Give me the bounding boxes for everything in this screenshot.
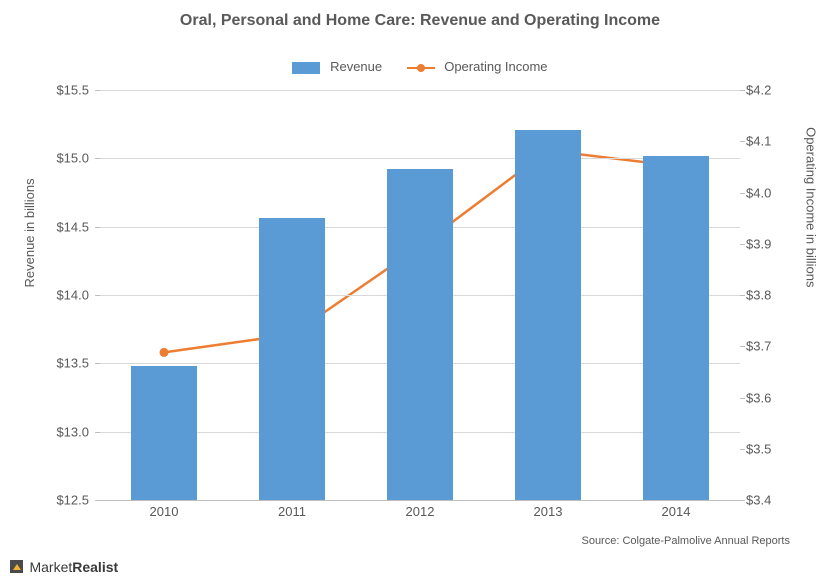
y-right-tick <box>740 346 745 347</box>
legend-item-revenue: Revenue <box>292 59 382 74</box>
y-right-axis-title: Operating Income in billions <box>803 127 818 287</box>
y-left-tick-label: $13.5 <box>56 356 89 371</box>
legend-swatch-line <box>407 62 435 74</box>
chart-title: Oral, Personal and Home Care: Revenue an… <box>0 12 840 30</box>
y-left-tick <box>95 500 100 501</box>
logo-text-market: Market <box>29 559 72 575</box>
legend-item-operating-income: Operating Income <box>407 59 548 74</box>
x-tick-label: 2013 <box>534 504 563 519</box>
y-left-tick <box>95 90 100 91</box>
y-right-labels: $3.4$3.5$3.6$3.7$3.8$3.9$4.0$4.1$4.2 <box>740 90 800 500</box>
line-marker <box>160 348 169 357</box>
y-right-tick-label: $4.1 <box>746 134 771 149</box>
y-right-tick <box>740 193 745 194</box>
y-right-tick <box>740 449 745 450</box>
y-right-tick-label: $4.2 <box>746 83 771 98</box>
y-right-tick <box>740 244 745 245</box>
y-left-tick <box>95 363 100 364</box>
bar <box>515 130 582 500</box>
bar <box>131 366 198 500</box>
y-right-tick-label: $3.5 <box>746 441 771 456</box>
logo-text-realist: Realist <box>72 559 118 575</box>
y-left-tick-label: $14.0 <box>56 288 89 303</box>
chart-container: Oral, Personal and Home Care: Revenue an… <box>0 0 840 583</box>
y-right-tick <box>740 90 745 91</box>
x-tick-label: 2012 <box>406 504 435 519</box>
bar <box>387 169 454 500</box>
y-right-tick-label: $3.4 <box>746 493 771 508</box>
y-right-tick-label: $4.0 <box>746 185 771 200</box>
y-right-tick-label: $3.9 <box>746 236 771 251</box>
y-right-tick <box>740 398 745 399</box>
y-left-tick-label: $15.0 <box>56 151 89 166</box>
y-left-labels: $12.5$13.0$13.5$14.0$14.5$15.0$15.5 <box>0 90 95 500</box>
market-realist-logo: MarketRealist <box>10 559 118 577</box>
x-tick-label: 2014 <box>662 504 691 519</box>
bar <box>643 156 710 500</box>
legend-label: Operating Income <box>444 59 547 74</box>
y-left-tick <box>95 295 100 296</box>
legend-label: Revenue <box>330 59 382 74</box>
bar <box>259 218 326 500</box>
y-left-tick-label: $15.5 <box>56 83 89 98</box>
y-left-tick <box>95 227 100 228</box>
legend: Revenue Operating Income <box>0 58 840 76</box>
legend-line-dot <box>417 64 425 72</box>
y-left-tick-label: $12.5 <box>56 493 89 508</box>
y-left-tick-label: $14.5 <box>56 219 89 234</box>
y-left-tick-label: $13.0 <box>56 424 89 439</box>
x-tick-label: 2010 <box>150 504 179 519</box>
x-tick-label: 2011 <box>278 504 306 519</box>
x-labels: 2010 2011 2012 2013 2014 <box>100 504 740 524</box>
logo-icon <box>10 560 23 573</box>
y-left-tick <box>95 432 100 433</box>
plot-area <box>100 90 740 501</box>
y-right-tick-label: $3.8 <box>746 288 771 303</box>
y-right-tick <box>740 141 745 142</box>
y-left-tick <box>95 158 100 159</box>
y-right-tick-label: $3.6 <box>746 390 771 405</box>
source-text: Source: Colgate-Palmolive Annual Reports <box>581 535 790 547</box>
legend-swatch-bar <box>292 62 320 74</box>
y-right-tick <box>740 295 745 296</box>
y-right-tick <box>740 500 745 501</box>
gridline <box>100 90 740 91</box>
y-right-tick-label: $3.7 <box>746 339 771 354</box>
